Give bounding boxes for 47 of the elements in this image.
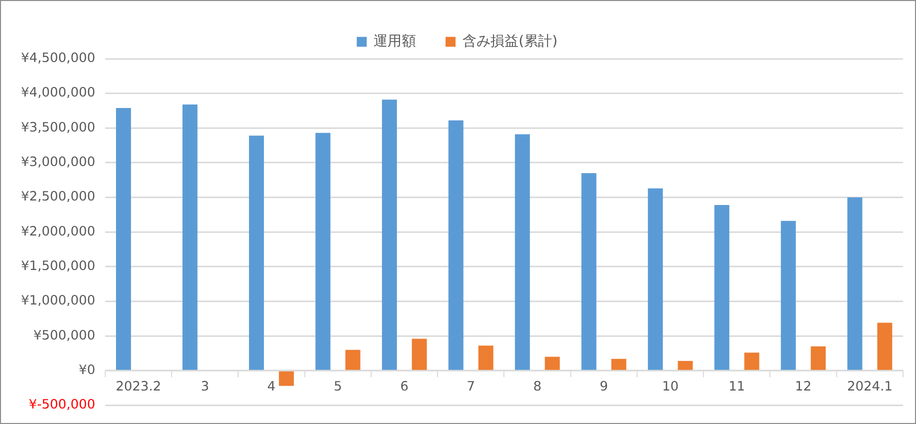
bar (182, 104, 198, 370)
bar (478, 346, 494, 370)
bar (744, 352, 760, 370)
x-tick-label: 4 (267, 380, 276, 395)
x-tick-label: 7 (466, 380, 475, 395)
bar (611, 358, 626, 370)
bar (345, 350, 360, 370)
x-tick-label: 11 (728, 380, 746, 395)
y-tick-label: ¥3,500,000 (21, 120, 96, 136)
bar (678, 360, 693, 370)
x-tick-label: 2023.2 (116, 380, 162, 395)
y-tick-label: ¥1,000,000 (21, 294, 96, 309)
bar (648, 188, 663, 370)
bar (877, 322, 892, 370)
bar (544, 356, 560, 370)
x-tick-label: 6 (400, 380, 409, 395)
bar (315, 132, 330, 370)
bar (847, 197, 862, 370)
bar (714, 204, 730, 370)
bar (780, 220, 796, 370)
legend-label: 運用額 (374, 33, 416, 50)
x-tick-label: 2024.1 (847, 380, 892, 395)
y-tick-label: ¥1,500,000 (21, 259, 96, 274)
y-tick-label: ¥4,500,000 (21, 51, 96, 66)
bar (581, 173, 596, 370)
x-tick-label: 10 (662, 380, 679, 395)
x-tick-label: 3 (200, 380, 210, 395)
x-tick-label: 8 (533, 380, 542, 395)
y-tick-label: ¥4,000,000 (21, 86, 96, 101)
x-tick-label: 12 (795, 380, 812, 395)
bar (278, 371, 294, 386)
bar (116, 108, 131, 370)
y-tick-label: ¥2,000,000 (21, 224, 96, 240)
y-tick-label: ¥-500,000 (28, 398, 96, 413)
bar (514, 134, 530, 370)
y-tick-label: ¥3,000,000 (21, 155, 96, 170)
bar (810, 346, 826, 370)
bar (412, 338, 427, 370)
bar (248, 136, 264, 370)
bar (382, 100, 397, 370)
y-tick-label: ¥0 (78, 363, 96, 378)
y-tick-label: ¥500,000 (33, 328, 96, 344)
x-tick-label: 5 (334, 380, 342, 395)
y-tick-label: ¥2,500,000 (21, 190, 96, 205)
bar (448, 120, 464, 370)
x-tick-label: 9 (600, 380, 608, 395)
legend-label: 含み損益(累計) (462, 33, 558, 50)
